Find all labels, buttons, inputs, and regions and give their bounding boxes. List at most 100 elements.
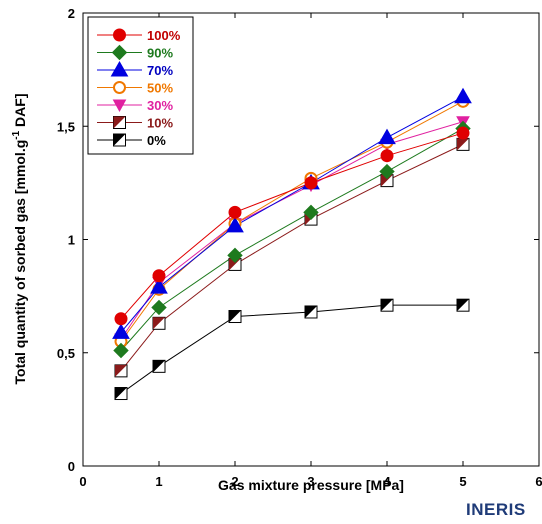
series-line	[120, 96, 464, 333]
y-axis-title-unit: DAF]	[12, 94, 28, 131]
series-line	[120, 304, 463, 394]
x-tick-label: 0	[79, 474, 86, 489]
data-point	[152, 359, 166, 373]
marker-shape	[454, 87, 472, 104]
data-point	[152, 316, 166, 330]
data-point	[303, 204, 319, 221]
data-point	[112, 323, 130, 339]
x-tick-labels: 0 1 2 3 4 5 6	[79, 474, 542, 489]
marker-shape	[113, 28, 126, 42]
data-point	[379, 163, 395, 180]
marker-shape	[378, 128, 396, 145]
x-tick-label: 2	[231, 474, 238, 489]
legend-label: 70%	[147, 63, 173, 78]
marker-fill	[381, 174, 393, 187]
marker-shape	[456, 126, 470, 140]
marker-fill	[115, 387, 127, 400]
marker-shape	[227, 247, 243, 264]
legend-marker	[113, 28, 126, 42]
legend-label: 10%	[147, 116, 173, 131]
axis-ticks	[82, 12, 540, 467]
series-lines	[120, 96, 464, 394]
series-markers	[112, 87, 472, 401]
data-point	[454, 87, 472, 104]
x-tick-label: 3	[307, 474, 314, 489]
marker-shape	[303, 204, 319, 221]
marker-shape	[379, 163, 395, 180]
data-point	[150, 278, 168, 294]
x-tick-label: 5	[459, 474, 466, 489]
marker-shape	[380, 149, 394, 163]
data-point	[226, 216, 244, 233]
data-point	[456, 298, 470, 312]
legend-marker	[110, 60, 129, 77]
marker-fill	[229, 258, 241, 271]
marker-shape	[226, 216, 244, 233]
marker-fill	[115, 364, 127, 377]
legend-label: 0%	[147, 133, 166, 148]
data-point	[456, 126, 470, 140]
data-point	[114, 364, 128, 378]
ineris-logo: INERIS	[466, 500, 526, 519]
series-line	[120, 132, 464, 320]
data-point	[152, 269, 166, 283]
y-tick-label: 2	[68, 6, 75, 21]
data-point	[304, 305, 318, 319]
legend-marker	[113, 133, 126, 147]
marker-shape	[304, 176, 318, 190]
marker-fill	[457, 138, 469, 151]
data-point	[114, 312, 128, 326]
data-point	[378, 128, 396, 145]
data-point	[114, 387, 128, 401]
x-axis-title: Gas mixture pressure [MPa]	[218, 477, 404, 493]
y-axis-title-main: Total quantity of sorbed gas [mmol.g	[12, 140, 28, 385]
data-point	[304, 176, 318, 190]
legend-box	[87, 16, 194, 155]
marker-shape	[110, 60, 129, 77]
y-tick-label: 1	[68, 233, 75, 248]
marker-fill	[153, 317, 165, 330]
data-point	[380, 174, 394, 188]
legend-label: 30%	[147, 98, 173, 113]
data-point	[380, 298, 394, 312]
x-tick-label: 6	[535, 474, 542, 489]
marker-fill	[305, 305, 317, 318]
marker-shape	[151, 299, 167, 316]
data-point	[151, 299, 167, 316]
marker-shape	[114, 312, 128, 326]
marker-fill	[229, 310, 241, 323]
data-point	[113, 342, 129, 359]
legend-marker	[112, 99, 127, 113]
data-point	[228, 310, 242, 324]
series-line	[120, 143, 464, 372]
data-point	[227, 247, 243, 264]
marker-fill	[381, 299, 393, 312]
marker-shape	[150, 278, 168, 294]
marker-fill	[153, 360, 165, 373]
marker-shape	[112, 323, 130, 339]
y-tick-label: 0,5	[57, 346, 75, 361]
marker-shape	[112, 99, 127, 113]
data-point	[380, 149, 394, 163]
legend-marker	[113, 81, 126, 94]
legend-marker	[113, 116, 126, 129]
data-point	[228, 257, 242, 271]
y-axis-title: Total quantity of sorbed gas [mmol.g-1 D…	[11, 94, 28, 385]
x-tick-label: 1	[155, 474, 162, 489]
marker-fill	[113, 134, 126, 146]
marker-shape	[111, 44, 128, 61]
y-axis-title-exponent: -1	[11, 130, 22, 139]
legend: 100% 90% 70% 50% 30% 10% 0%	[87, 16, 194, 155]
legend-label: 50%	[147, 81, 173, 96]
marker-shape	[152, 269, 166, 283]
y-tick-label: 1,5	[57, 119, 75, 134]
x-tick-label: 4	[383, 474, 391, 489]
series-line	[120, 100, 464, 342]
marker-fill	[113, 116, 126, 129]
marker-shape	[228, 205, 242, 219]
legend-label: 90%	[147, 46, 173, 61]
legend-label: 100%	[147, 28, 181, 43]
series-line	[120, 128, 464, 351]
y-tick-label: 0	[68, 459, 75, 474]
